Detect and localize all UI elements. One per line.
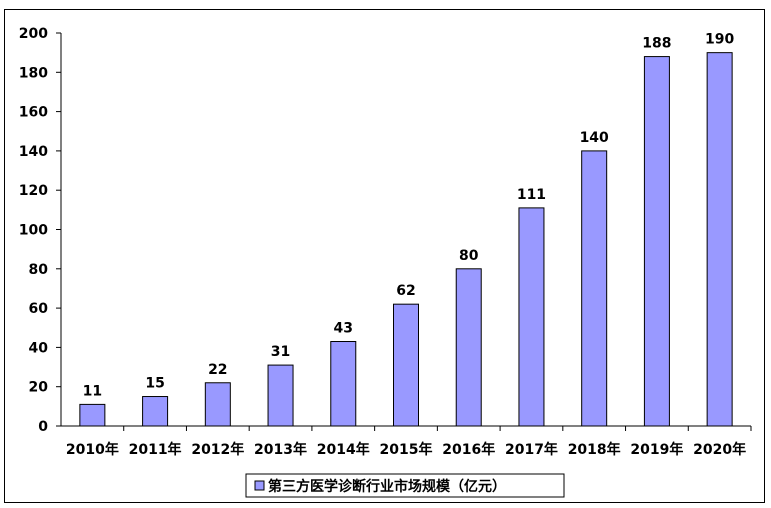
bar: [455, 268, 482, 427]
data-labels: 11 15 22 31 43 62 80 111 140 188 190: [83, 32, 735, 400]
chart-frame: [4, 9, 765, 503]
y-tick-label: 20: [29, 380, 49, 396]
y-tick-label: 120: [19, 183, 48, 199]
bars: [79, 52, 733, 427]
y-tick-label: 180: [19, 65, 48, 81]
x-tick-label: 2011年: [129, 441, 182, 458]
legend-box: [245, 473, 565, 498]
data-label: 80: [459, 248, 479, 264]
y-tick-label: 0: [38, 419, 48, 435]
y-tick-label: 160: [19, 105, 48, 121]
bar: [518, 207, 545, 427]
data-label: 111: [517, 187, 546, 203]
bar: [706, 52, 733, 427]
data-label: 190: [705, 32, 734, 48]
x-tick-label: 2012年: [191, 441, 244, 458]
data-label: 15: [145, 376, 164, 392]
x-tick-label: 2010年: [66, 441, 119, 458]
legend-label: 第三方医学诊断行业市场规模（亿元）: [268, 478, 506, 495]
bar: [330, 341, 357, 427]
bar: [581, 150, 608, 427]
data-label: 31: [271, 344, 290, 360]
bar: [267, 364, 294, 427]
y-tick-label: 40: [29, 340, 49, 356]
y-tick-label: 60: [29, 301, 49, 317]
y-tick-label: 80: [29, 262, 49, 278]
x-tick-label: 2016年: [442, 441, 495, 458]
y-tick-label: 100: [19, 223, 48, 239]
x-tick-label: 2015年: [380, 441, 433, 458]
legend-swatch: [254, 480, 265, 491]
x-tick-label: 2020年: [693, 441, 746, 458]
data-label: 62: [396, 283, 415, 299]
data-label: 188: [642, 36, 671, 52]
bar: [79, 403, 106, 427]
data-label: 140: [580, 130, 609, 146]
legend: 第三方医学诊断行业市场规模（亿元）: [245, 473, 565, 498]
y-tick-label: 200: [19, 26, 48, 42]
data-label: 22: [208, 362, 227, 378]
bar: [142, 396, 169, 427]
x-tick-label: 2014年: [317, 441, 370, 458]
bar: [643, 56, 670, 427]
x-tick-label: 2017年: [505, 441, 558, 458]
x-tick-label: 2013年: [254, 441, 307, 458]
axes: 0 20 40 60 80 100 120 140 160 180 200 2010年 2011年 201…: [19, 26, 752, 458]
data-label: 11: [83, 383, 102, 399]
y-tick-label: 140: [19, 144, 48, 160]
x-tick-label: 2019年: [630, 441, 683, 458]
bar: [393, 303, 419, 427]
data-label: 43: [334, 321, 353, 337]
bar: [204, 382, 231, 427]
x-tick-label: 2018年: [568, 441, 621, 458]
